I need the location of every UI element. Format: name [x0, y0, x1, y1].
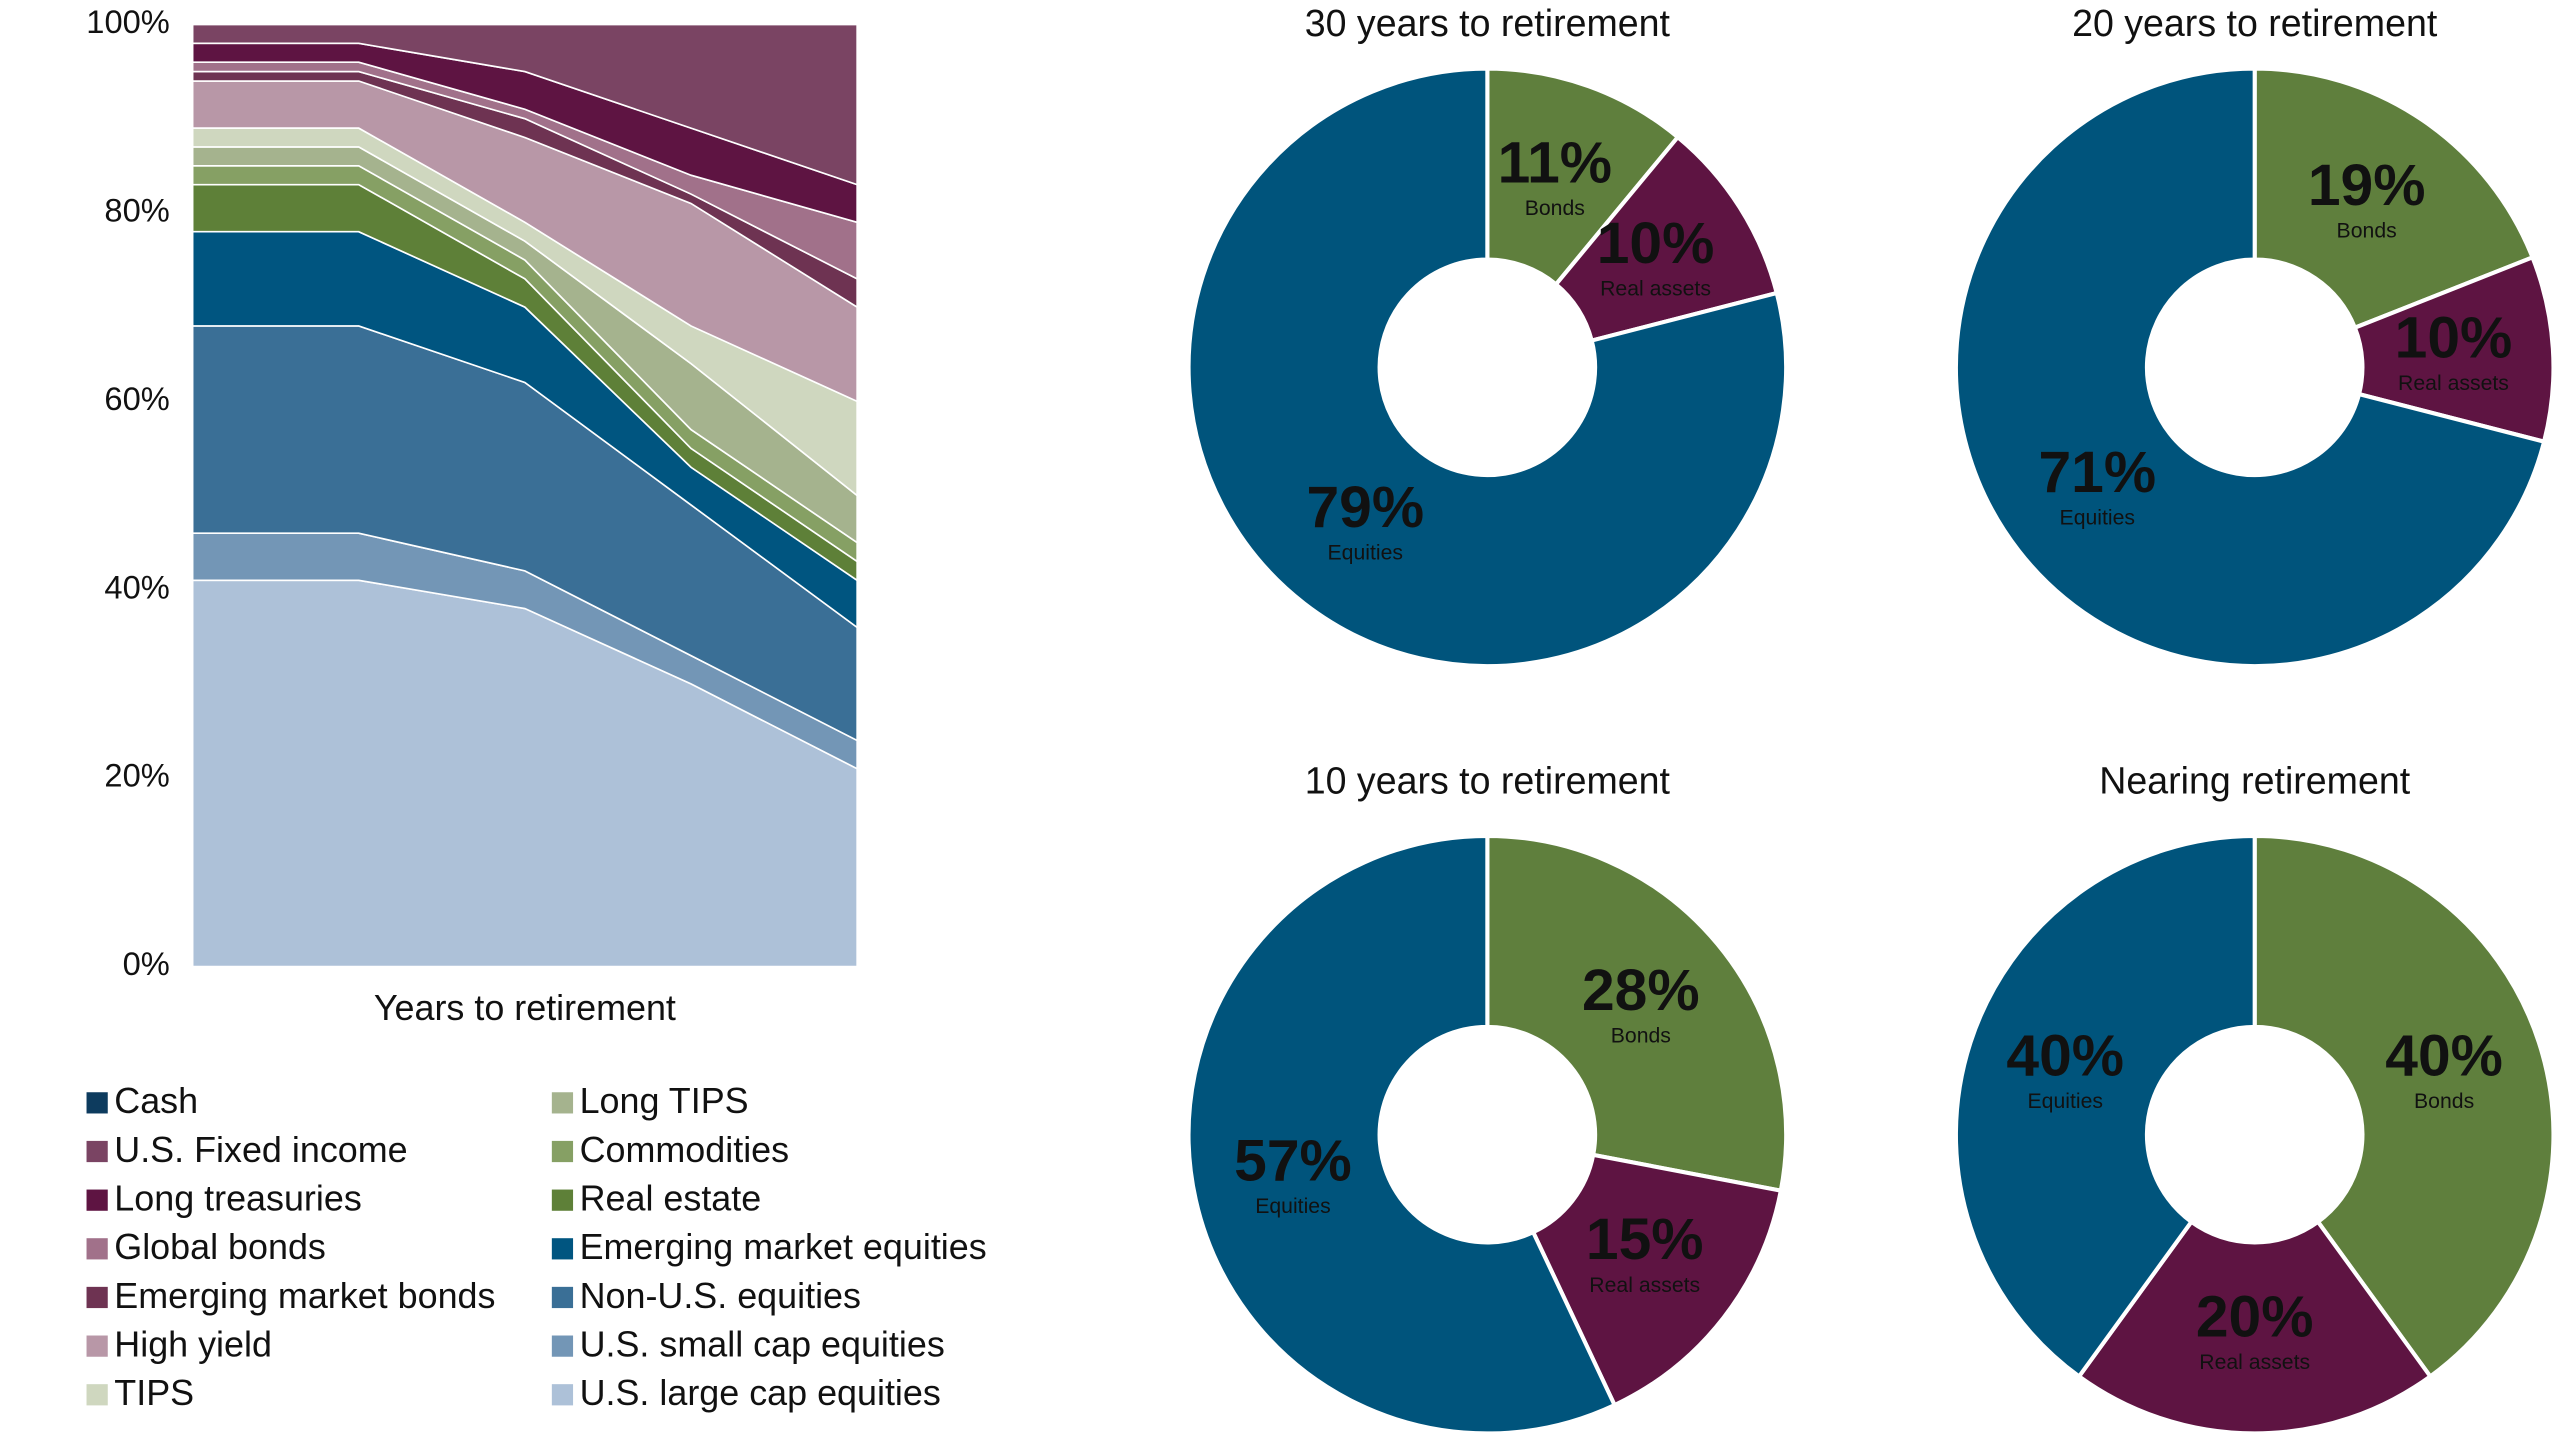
donut-slice [1186, 66, 1789, 669]
legend-swatch [86, 1286, 108, 1309]
donut-slice [1953, 833, 2257, 1380]
category-label: Equities [1328, 542, 1404, 565]
donut-title: Nearing retirement [2099, 760, 2411, 802]
y-tick-label: 20% [104, 757, 169, 794]
donut-slice [1953, 66, 2547, 669]
legend-swatch [86, 1189, 108, 1211]
donut-slice [2252, 66, 2536, 331]
legend-label: Real estate [580, 1177, 762, 1218]
legend-label: U.S. Fixed income [114, 1129, 407, 1170]
donut-slice [1553, 134, 1780, 344]
category-label: Real assets [1589, 1274, 1700, 1297]
x-axis-label: Years to retirement [374, 987, 676, 1028]
legend-label: U.S. small cap equities [580, 1323, 945, 1364]
category-label: Equities [1255, 1195, 1331, 1218]
donut-title: 10 years to retirement [1305, 760, 1671, 802]
value-label: 28% [1582, 958, 1700, 1023]
donut-slice [2252, 833, 2556, 1380]
legend-swatch [86, 1092, 108, 1114]
legend-swatch [551, 1384, 574, 1406]
legend-swatch [551, 1092, 574, 1114]
legend-label: Long TIPS [580, 1080, 749, 1121]
legend-label: High yield [114, 1323, 272, 1364]
legend-label: TIPS [114, 1372, 194, 1413]
legend-label: Non-U.S. equities [580, 1275, 861, 1316]
value-label: 40% [2385, 1024, 2503, 1089]
y-tick-label: 60% [104, 380, 169, 417]
legend-swatch [551, 1335, 574, 1357]
value-label: 79% [1306, 475, 1424, 540]
legend-swatch [86, 1238, 108, 1260]
legend-label: Cash [114, 1080, 198, 1121]
y-tick-label: 80% [104, 192, 169, 229]
donut-slice [1485, 66, 1681, 288]
legend-swatch [86, 1140, 108, 1163]
category-label: Real assets [2199, 1351, 2310, 1374]
legend-swatch [86, 1384, 108, 1406]
legend-swatch [551, 1189, 574, 1211]
category-label: Bonds [2337, 220, 2397, 243]
category-label: Bonds [1611, 1025, 1671, 1048]
value-label: 10% [1597, 211, 1715, 276]
donut-slice [2352, 254, 2556, 445]
value-label: 40% [2006, 1024, 2124, 1089]
legend-label: Emerging market bonds [114, 1275, 495, 1316]
legend-swatch [551, 1286, 574, 1309]
category-label: Equities [2060, 506, 2136, 529]
value-label: 10% [2395, 305, 2513, 370]
donut-title: 20 years to retirement [2072, 2, 2438, 44]
category-label: Equities [2028, 1090, 2104, 1113]
donut-slice [2076, 1219, 2434, 1436]
value-label: 11% [1498, 130, 1612, 195]
category-label: Bonds [2414, 1090, 2474, 1113]
value-label: 20% [2196, 1284, 2314, 1349]
donut-title: 30 years to retirement [1305, 2, 1671, 44]
donut-slice [1485, 833, 1789, 1194]
y-tick-label: 0% [123, 945, 170, 982]
donut-slice [1530, 1152, 1784, 1408]
legend-swatch [551, 1238, 574, 1260]
legend-label: Long treasuries [114, 1177, 362, 1218]
legend-label: Commodities [580, 1129, 790, 1170]
donut-slice [1186, 833, 1618, 1436]
legend-label: U.S. large cap equities [580, 1372, 941, 1413]
y-tick-label: 40% [104, 568, 169, 605]
value-label: 71% [2038, 440, 2156, 505]
category-label: Real assets [1600, 278, 1711, 301]
legend-label: Global bonds [114, 1226, 326, 1267]
legend-swatch [86, 1335, 108, 1357]
legend-label: Emerging market equities [580, 1226, 987, 1267]
category-label: Bonds [1525, 197, 1585, 220]
y-tick-label: 100% [86, 3, 169, 40]
value-label: 57% [1234, 1129, 1352, 1194]
value-label: 15% [1586, 1207, 1704, 1272]
value-label: 19% [2308, 153, 2426, 218]
legend-swatch [551, 1140, 574, 1163]
category-label: Real assets [2398, 372, 2509, 395]
